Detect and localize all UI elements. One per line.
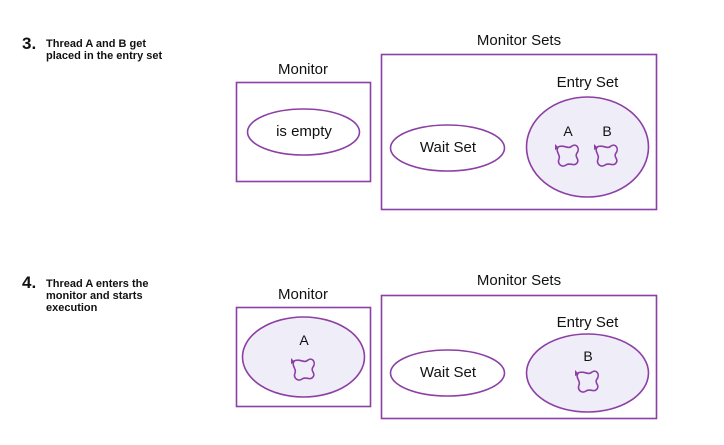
monitor-ellipse [246,108,361,156]
monitor-sets-label: Monitor Sets [476,272,562,289]
step-description: Thread A and B get placed in the entry s… [46,38,163,62]
monitor-ellipse [241,316,366,398]
thread-b-icon [594,144,618,167]
thread-label-a: A [299,332,309,348]
entry-set-label: Entry Set [556,314,619,331]
thread-a-icon [555,144,579,167]
wait-set-ellipse [389,349,506,397]
thread-label-a: A [563,123,573,139]
thread-a-icon [291,358,315,381]
monitor-label: Monitor [277,286,329,303]
wait-set-label: Wait Set [419,364,477,381]
entry-set-ellipse [525,96,650,198]
step-number: 4. [22,273,37,292]
monitor-sets-label: Monitor Sets [476,32,562,49]
monitor-content: is empty [276,123,332,140]
thread-label-b: B [583,348,593,364]
step-description: Thread A enters the monitor and starts e… [46,278,149,314]
wait-set-ellipse [389,124,506,172]
step-number: 3. [22,34,37,53]
thread-label-b: B [602,123,612,139]
monitor-label: Monitor [277,61,329,78]
thread-b-icon [575,370,599,393]
entry-set-label: Entry Set [556,74,619,91]
wait-set-label: Wait Set [419,139,477,156]
